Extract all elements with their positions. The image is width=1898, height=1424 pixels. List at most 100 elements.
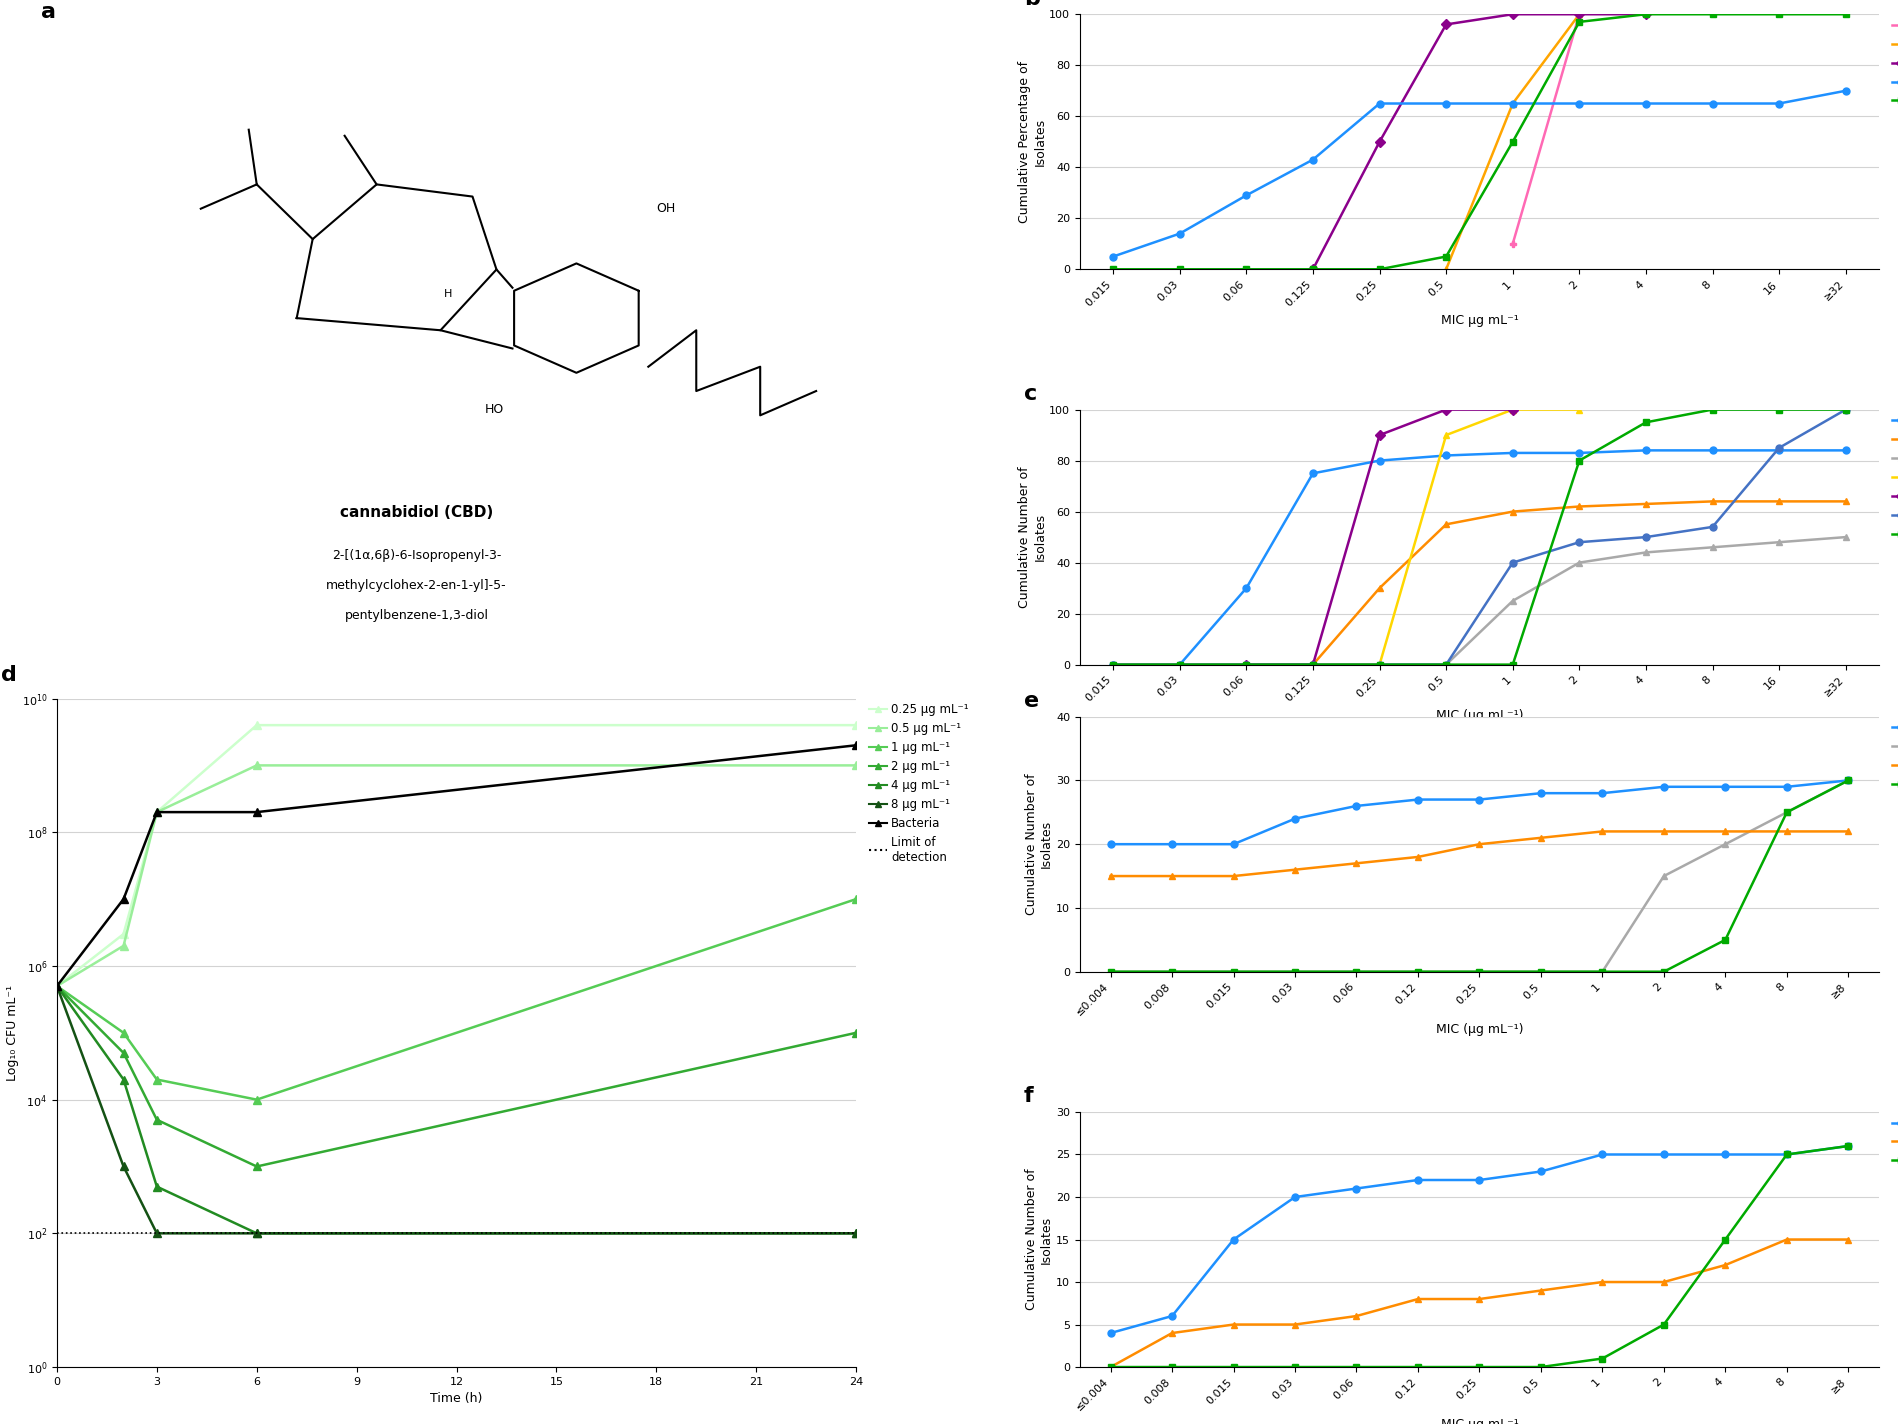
Ceftriaxone <box>1222 1230 1245 1247</box>
Cannabidiol <box>1767 6 1790 23</box>
Line: Ciprofloxacin: Ciprofloxacin <box>1107 1236 1852 1370</box>
Clindamycin <box>1701 518 1723 535</box>
4 μg mL⁻¹ <box>245 1225 268 1242</box>
Cannabidiol <box>1368 656 1391 674</box>
Text: c: c <box>1023 384 1036 404</box>
8 μg mL⁻¹ <box>245 1225 268 1242</box>
Cannabidiol <box>1283 1358 1306 1376</box>
Cannabidiol <box>1283 963 1306 980</box>
Cannabidiol <box>1236 656 1258 674</box>
Cannabidiol <box>1591 1350 1613 1367</box>
Cannabidiol <box>1767 402 1790 419</box>
Clindamycin <box>1568 95 1591 112</box>
Cannabidiol <box>1501 656 1524 674</box>
Line: Vancomycin: Vancomycin <box>1243 406 1583 668</box>
Clindamycin <box>1302 151 1325 168</box>
Oxacillin <box>1302 464 1325 481</box>
Ciprofloxacin <box>1591 1273 1613 1290</box>
Legend: Ceftriaxone, Ciprofloxacin, Cannabidiol: Ceftriaxone, Ciprofloxacin, Cannabidiol <box>1887 1112 1898 1172</box>
Line: Mupirocin: Mupirocin <box>1243 406 1517 668</box>
Clindamycin <box>1169 656 1192 674</box>
4 μg mL⁻¹ <box>146 1178 169 1195</box>
Mupirocin <box>1435 402 1458 419</box>
Cannabidiol <box>1530 1358 1553 1376</box>
Line: Clindamycin: Clindamycin <box>1110 406 1849 668</box>
Ceftriaxone <box>1222 836 1245 853</box>
2 μg mL⁻¹ <box>112 1044 135 1061</box>
Line: 0.5 μg mL⁻¹: 0.5 μg mL⁻¹ <box>53 762 860 990</box>
Line: 4 μg mL⁻¹: 4 μg mL⁻¹ <box>53 983 860 1237</box>
Cannabidiol <box>1302 261 1325 278</box>
Ciprofloxacin <box>1467 1290 1490 1307</box>
Bacteria <box>46 977 68 994</box>
Oxacillin <box>1368 451 1391 468</box>
Ceftriaxone <box>1162 1307 1184 1324</box>
Ciprofloxacin <box>1775 1230 1797 1247</box>
Cannabidiol <box>1222 963 1245 980</box>
Azithromycin <box>1775 803 1797 820</box>
Ceftriaxone <box>1714 1146 1737 1163</box>
Cannabidiol <box>1406 963 1429 980</box>
Levofloxacin <box>1236 656 1258 674</box>
Clindamycin <box>1833 402 1856 419</box>
Ceftriaxone <box>1775 779 1797 796</box>
X-axis label: MIC μg mL⁻¹: MIC μg mL⁻¹ <box>1441 315 1518 328</box>
Vancomycin <box>1435 261 1458 278</box>
Ciprofloxacin <box>1653 823 1676 840</box>
Clindamycin <box>1767 439 1790 456</box>
1 μg mL⁻¹ <box>845 890 867 907</box>
Levofloxacin <box>1101 656 1124 674</box>
Erythromycin <box>1368 656 1391 674</box>
Vancomycin <box>1568 402 1591 419</box>
Line: Cannabidiol: Cannabidiol <box>1107 778 1852 975</box>
Line: Erythromycin: Erythromycin <box>1110 534 1849 668</box>
Ciprofloxacin <box>1283 1316 1306 1333</box>
Clindamycin <box>1368 656 1391 674</box>
Y-axis label: Cumulative Percentage of
Isolates: Cumulative Percentage of Isolates <box>1019 61 1046 222</box>
Erythromycin <box>1568 554 1591 571</box>
Legend: Daptomycin, Vancomycin, Mupirocin, Clindamycin, Cannabidiol: Daptomycin, Vancomycin, Mupirocin, Clind… <box>1887 14 1898 112</box>
Ceftriaxone <box>1837 772 1860 789</box>
Clindamycin <box>1101 248 1124 265</box>
Text: b: b <box>1023 0 1040 9</box>
Cannabidiol <box>1501 134 1524 151</box>
Erythromycin <box>1701 538 1723 555</box>
Cannabidiol <box>1302 656 1325 674</box>
Cannabidiol <box>1467 963 1490 980</box>
0.5 μg mL⁻¹ <box>146 803 169 820</box>
Mupirocin <box>1634 6 1657 23</box>
Y-axis label: Log₁₀ CFU mL⁻¹: Log₁₀ CFU mL⁻¹ <box>6 985 19 1081</box>
Clindamycin <box>1767 95 1790 112</box>
Clindamycin <box>1634 95 1657 112</box>
X-axis label: MIC (μg mL⁻¹): MIC (μg mL⁻¹) <box>1435 1022 1524 1037</box>
Cannabidiol <box>1775 803 1797 820</box>
Azithromycin <box>1099 963 1122 980</box>
Erythromycin <box>1501 592 1524 609</box>
0.25 μg mL⁻¹ <box>146 803 169 820</box>
Bacteria <box>146 803 169 820</box>
Cannabidiol <box>1775 1146 1797 1163</box>
2 μg mL⁻¹ <box>146 1111 169 1128</box>
Clindamycin <box>1833 83 1856 100</box>
Levofloxacin <box>1435 515 1458 533</box>
Clindamycin <box>1501 554 1524 571</box>
Text: HO: HO <box>486 403 505 416</box>
Clindamycin <box>1568 534 1591 551</box>
Cannabidiol <box>1368 261 1391 278</box>
Erythromycin <box>1767 534 1790 551</box>
Azithromycin <box>1530 963 1553 980</box>
Text: methylcyclohex-2-en-1-yl]-5-: methylcyclohex-2-en-1-yl]-5- <box>326 580 507 592</box>
2 μg mL⁻¹ <box>845 1024 867 1041</box>
4 μg mL⁻¹ <box>845 1225 867 1242</box>
0.25 μg mL⁻¹ <box>245 716 268 733</box>
Line: Levofloxacin: Levofloxacin <box>1110 498 1849 668</box>
Levofloxacin <box>1368 580 1391 597</box>
Text: cannabidiol (CBD): cannabidiol (CBD) <box>340 506 493 520</box>
Legend: 0.25 μg mL⁻¹, 0.5 μg mL⁻¹, 1 μg mL⁻¹, 2 μg mL⁻¹, 4 μg mL⁻¹, 8 μg mL⁻¹, Bacteria,: 0.25 μg mL⁻¹, 0.5 μg mL⁻¹, 1 μg mL⁻¹, 2 … <box>864 699 974 869</box>
Azithromycin <box>1222 963 1245 980</box>
Cannabidiol <box>1435 248 1458 265</box>
Cannabidiol <box>1162 1358 1184 1376</box>
Clindamycin <box>1501 95 1524 112</box>
1 μg mL⁻¹ <box>146 1071 169 1088</box>
0.5 μg mL⁻¹ <box>46 977 68 994</box>
